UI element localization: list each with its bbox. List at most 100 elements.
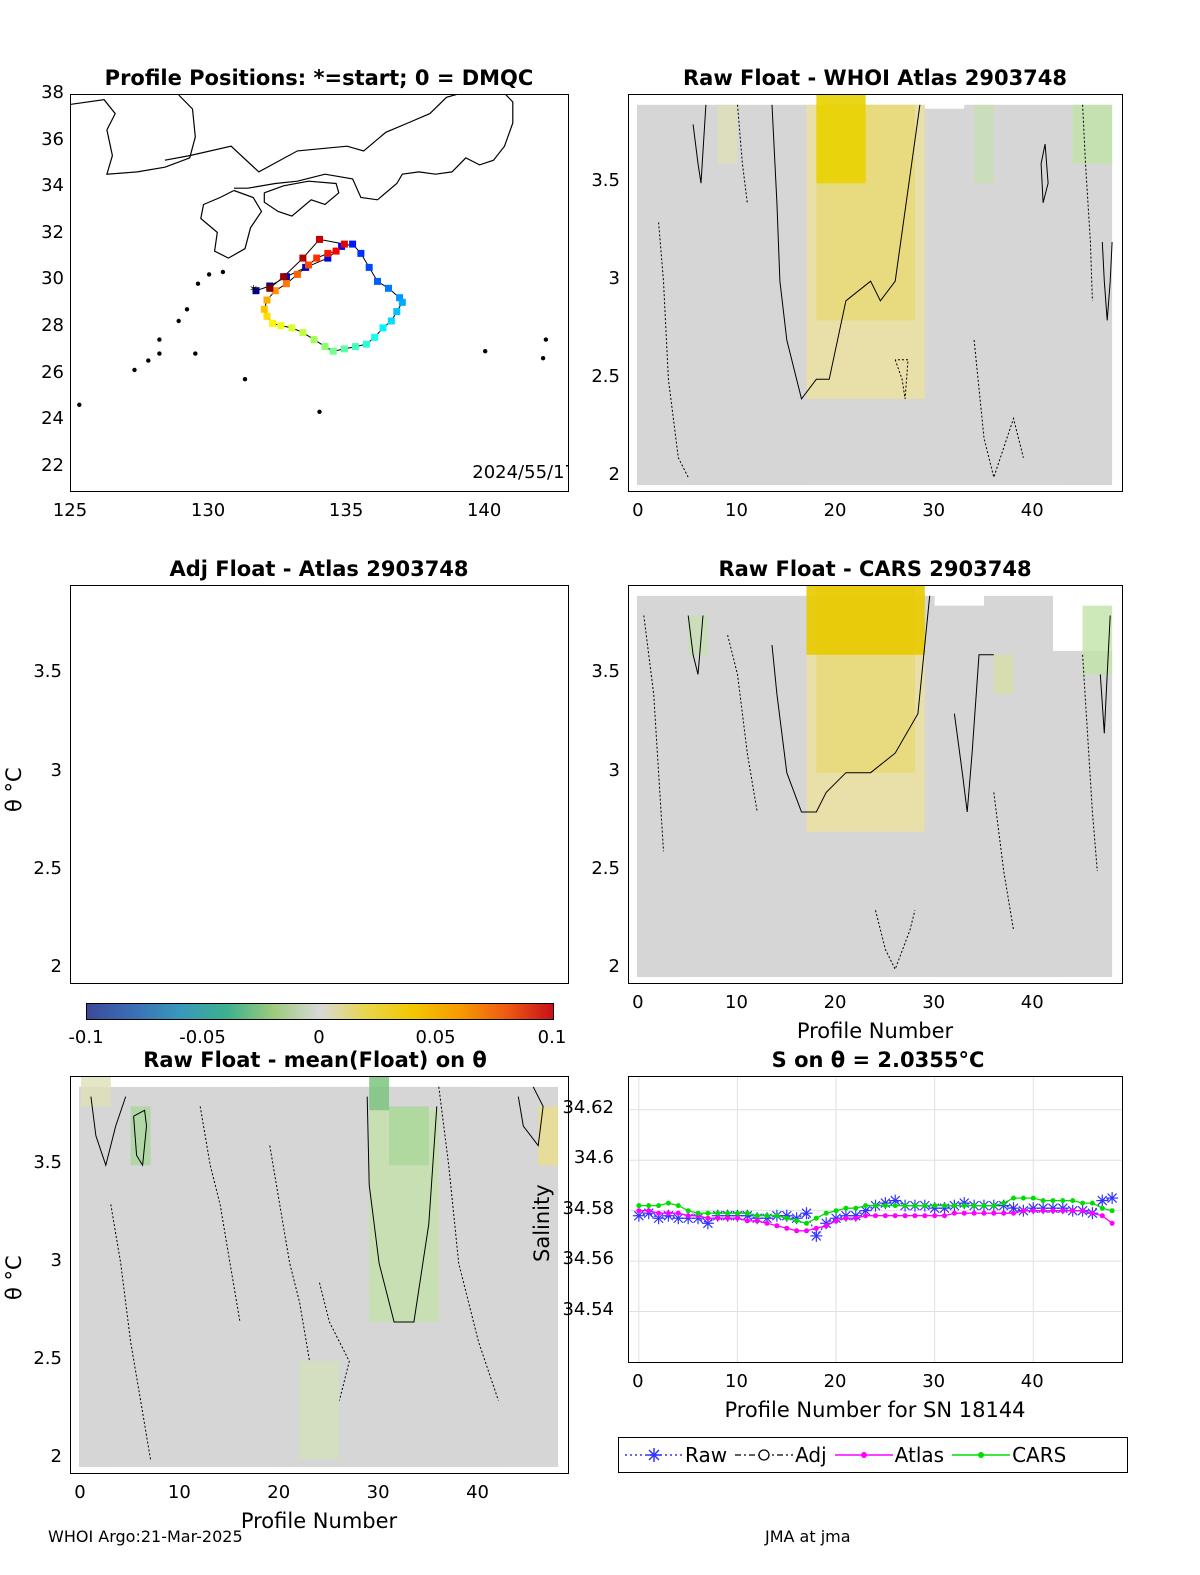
series-atlas-point (1109, 1220, 1115, 1226)
profile-position-marker (263, 312, 271, 320)
adj-empty-axes (71, 586, 568, 983)
profile-position-marker (396, 294, 404, 302)
map-ytick: 30 (41, 268, 64, 290)
series-atlas-point (764, 1220, 770, 1226)
series-cars-point (1070, 1198, 1076, 1204)
salinity-chart (629, 1077, 1122, 1362)
salinity-xtick: 10 (725, 1371, 748, 1392)
heatmap-gap (100, 1077, 280, 1087)
adj-title: Adj Float - Atlas 2903748 (169, 557, 469, 581)
series-atlas-point (882, 1213, 888, 1219)
island-speck (193, 351, 198, 356)
series-atlas-point (725, 1215, 731, 1221)
footer-left: WHOI Argo:21-Mar-2025 (48, 1527, 243, 1546)
anomaly-cell (389, 1106, 429, 1166)
map-xtick: 125 (52, 500, 88, 521)
series-cars-point (725, 1210, 731, 1216)
shikoku-coastline (263, 180, 340, 217)
series-atlas-point (1001, 1210, 1007, 1216)
mean-xtick: 0 (74, 1482, 86, 1503)
honshu-coastline (164, 95, 514, 201)
mean-title-text: Raw Float - mean(Float) on θ (143, 1048, 487, 1072)
heatmap-gap (1062, 485, 1122, 491)
series-cars-point (764, 1213, 770, 1219)
anomaly-cell (816, 95, 866, 184)
profile-position-marker (362, 340, 370, 348)
profile-position-marker (365, 263, 373, 271)
series-atlas-point (1060, 1208, 1066, 1214)
map-date-label: 2024/55/17 (472, 462, 569, 483)
series-cars-point (695, 1210, 701, 1216)
island-speck (157, 337, 162, 342)
mean-ytick: 3.5 (33, 1152, 62, 1174)
colorbar-tick: -0.05 (179, 1027, 226, 1048)
series-atlas-point (665, 1210, 671, 1216)
whoi-heatmap (629, 95, 1122, 491)
profile-position-marker (260, 305, 268, 313)
whoi-xtick: 0 (632, 500, 644, 521)
series-atlas-point (873, 1213, 878, 1219)
whoi-xtick: 10 (725, 500, 748, 521)
legend-adj-marker (735, 1449, 794, 1461)
adj-ytick: 3.5 (33, 661, 62, 683)
series-atlas-point (843, 1215, 849, 1221)
legend-atlas-marker (834, 1452, 893, 1458)
series-raw-point (800, 1207, 813, 1220)
mean-xtick: 40 (466, 1482, 489, 1503)
series-atlas-point (971, 1210, 977, 1216)
heatmap-gap (110, 1467, 280, 1473)
salinity-xtick: 20 (823, 1371, 847, 1392)
profile-position-marker (349, 240, 357, 248)
series-atlas-point (715, 1215, 721, 1221)
anomaly-cell (717, 104, 738, 164)
anomaly-cell (80, 1077, 111, 1107)
mean-xtick: 30 (366, 1482, 390, 1503)
salinity-ytick: 34.54 (562, 1298, 614, 1320)
heatmap-gap (498, 1467, 568, 1473)
series-raw-point (652, 1212, 665, 1225)
series-cars-point (892, 1203, 898, 1209)
profile-position-marker (340, 345, 348, 353)
series-atlas-point (774, 1223, 780, 1229)
series-cars-point (1089, 1200, 1095, 1206)
mean-xtick: 20 (267, 1482, 291, 1503)
cars-ytick: 2 (608, 956, 620, 978)
profile-position-marker (310, 336, 318, 344)
adj-plot (70, 585, 569, 984)
salinity-ytick: 34.6 (573, 1147, 614, 1169)
series-raw-point (701, 1217, 714, 1230)
contour-line (1099, 615, 1111, 734)
map-ytick: 24 (41, 408, 64, 430)
profile-position-marker (387, 317, 395, 325)
profile-position-marker (280, 273, 288, 281)
legend-raw: Raw (623, 1443, 727, 1467)
series-cars-point (1011, 1195, 1016, 1201)
cars-heatmap (629, 586, 1122, 983)
series-cars-point (961, 1203, 967, 1209)
series-atlas-point (656, 1210, 662, 1216)
cars-xtick: 40 (1020, 992, 1044, 1013)
footer-right: JMA at jma (765, 1527, 851, 1546)
series-atlas-point (804, 1228, 809, 1234)
series-cars-point (843, 1205, 849, 1211)
series-cars-point (1030, 1195, 1036, 1201)
mean-ytick: 2.5 (33, 1348, 62, 1370)
series-atlas-point (794, 1228, 800, 1234)
cars-plot (628, 585, 1123, 984)
series-cars-point (951, 1203, 957, 1209)
profile-position-marker (299, 329, 307, 337)
series-cars-point (823, 1210, 829, 1216)
colorbar-tick: 0 (313, 1027, 325, 1048)
profile-position-marker (379, 324, 387, 332)
salinity-ytick: 34.56 (562, 1248, 614, 1270)
series-cars-point (675, 1203, 681, 1209)
cars-title: Raw Float - CARS 2903748 (718, 557, 1032, 581)
island-speck (176, 318, 181, 324)
mean-plot (70, 1076, 569, 1474)
contour-line (90, 1096, 127, 1167)
heatmap-gap (683, 485, 807, 491)
cars-ytick: 2.5 (591, 857, 620, 879)
cars-ytick: 3 (608, 759, 620, 781)
heatmap-gap (1062, 977, 1122, 983)
contour-line (1101, 241, 1113, 321)
